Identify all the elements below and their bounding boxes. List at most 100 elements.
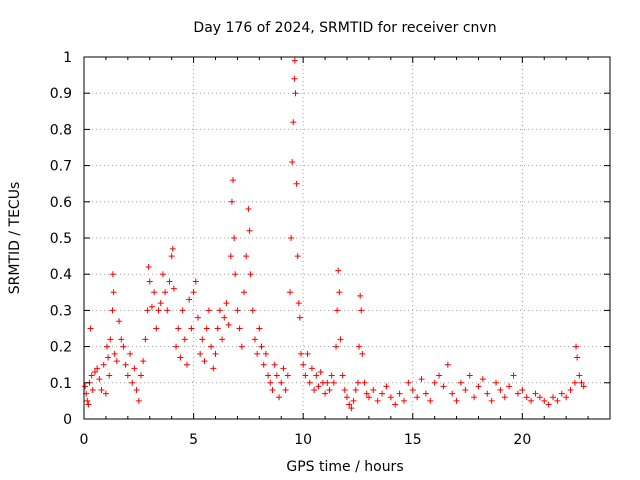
y-tick-label: 0.2: [50, 340, 72, 356]
gridlines: [84, 57, 610, 419]
data-point: [365, 394, 372, 401]
data-point: [106, 372, 113, 379]
data-point: [212, 350, 219, 357]
y-tick-label: 0.7: [50, 159, 72, 175]
data-point: [510, 372, 517, 379]
data-point: [383, 383, 390, 390]
data-point: [232, 271, 239, 278]
data-point: [256, 325, 263, 332]
data-point: [414, 394, 421, 401]
data-point: [227, 253, 234, 260]
y-axis-label: SRMTID / TECUs: [7, 182, 23, 295]
data-point: [326, 387, 333, 394]
data-point: [550, 394, 557, 401]
data-point: [357, 292, 364, 299]
data-point: [135, 397, 142, 404]
data-point: [288, 235, 295, 241]
data-point: [580, 383, 587, 390]
data-point: [169, 245, 176, 252]
data-point: [523, 394, 530, 401]
data-point: [243, 253, 250, 260]
data-point: [265, 372, 272, 379]
data-point: [267, 379, 274, 386]
data-point: [151, 289, 158, 296]
data-point: [466, 372, 473, 379]
data-point: [249, 307, 256, 314]
data-point: [306, 379, 313, 386]
data-point: [336, 289, 343, 296]
data-point: [449, 390, 456, 397]
data-point: [418, 376, 425, 383]
data-point: [295, 300, 302, 307]
data-point: [475, 383, 482, 390]
data-point: [89, 387, 96, 394]
data-point: [157, 300, 164, 307]
data-point: [175, 325, 182, 332]
data-point: [536, 394, 543, 401]
data-point: [291, 57, 298, 64]
data-point: [291, 75, 298, 82]
x-tick-label: 0: [80, 432, 89, 448]
data-point: [230, 177, 237, 184]
data-point: [280, 365, 287, 372]
data-point: [122, 361, 129, 368]
data-point: [273, 372, 280, 379]
data-point: [155, 307, 162, 314]
data-point: [311, 387, 318, 394]
data-point: [479, 376, 486, 383]
data-point: [554, 397, 561, 404]
data-point: [85, 401, 92, 408]
data-point: [405, 379, 412, 386]
data-point: [328, 372, 335, 379]
data-point: [210, 365, 217, 372]
data-point: [519, 387, 526, 394]
data-point: [436, 372, 443, 379]
data-point: [124, 372, 131, 379]
data-point: [221, 314, 228, 321]
data-point: [322, 390, 329, 397]
data-point: [234, 307, 241, 314]
data-point: [116, 318, 123, 325]
data-point: [170, 285, 177, 292]
data-point: [297, 350, 304, 357]
data-point: [173, 343, 180, 350]
data-point: [497, 387, 504, 394]
data-point: [236, 325, 243, 332]
y-tick-labels: 0 0.1 0.2 0.3 0.4 0.5 0.6 0.7 0.8 0.9 1: [50, 50, 72, 428]
data-point: [107, 336, 114, 343]
data-point: [334, 307, 341, 314]
data-point: [374, 397, 381, 404]
data-point: [177, 354, 184, 361]
data-point: [109, 271, 116, 278]
data-point: [82, 383, 89, 390]
data-point: [181, 336, 188, 343]
data-point: [144, 307, 151, 314]
data-point: [440, 383, 447, 390]
y-tick-label: 0.3: [50, 303, 72, 319]
data-point: [344, 394, 350, 401]
data-point: [293, 180, 300, 187]
data-point: [129, 379, 136, 386]
data-point: [356, 343, 363, 350]
data-point: [109, 307, 116, 314]
data-point: [184, 361, 191, 368]
x-tick-label: 20: [513, 432, 531, 448]
data-point: [133, 387, 140, 394]
data-point: [271, 361, 278, 368]
data-point: [462, 387, 469, 394]
data-point: [308, 365, 315, 372]
y-tick-label: 0.9: [50, 86, 72, 102]
data-point: [168, 253, 175, 260]
data-point: [541, 397, 548, 404]
data-point: [137, 372, 144, 379]
data-point: [532, 390, 539, 397]
x-axis-label: GPS time / hours: [286, 459, 403, 475]
data-point: [571, 379, 578, 386]
data-point: [240, 289, 247, 296]
data-point: [315, 383, 322, 390]
data-point: [576, 372, 583, 379]
data-point: [269, 387, 276, 394]
data-point: [219, 336, 226, 343]
data-point: [558, 390, 565, 397]
data-point: [422, 390, 429, 397]
